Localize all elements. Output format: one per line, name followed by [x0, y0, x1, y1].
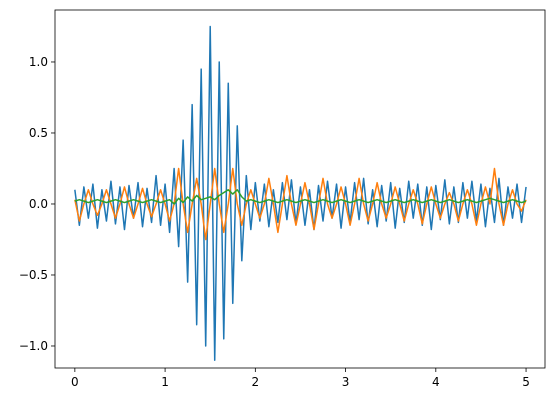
x-tick-label: 2: [252, 375, 260, 389]
x-tick-label: 4: [432, 375, 440, 389]
x-tick-label: 0: [71, 375, 79, 389]
y-tick-label: −1.0: [19, 339, 48, 353]
y-tick-label: 0.0: [29, 197, 48, 211]
line-series: [74, 25, 527, 361]
x-tick-label: 3: [342, 375, 350, 389]
y-tick-label: −0.5: [19, 268, 48, 282]
line-series: [74, 167, 527, 241]
y-tick-label: 1.0: [29, 55, 48, 69]
x-tick-label: 1: [161, 375, 169, 389]
plot-frame: [54, 9, 546, 369]
x-tick-label: 5: [522, 375, 530, 389]
y-tick-label: 0.5: [29, 126, 48, 140]
line-series: [74, 189, 527, 205]
